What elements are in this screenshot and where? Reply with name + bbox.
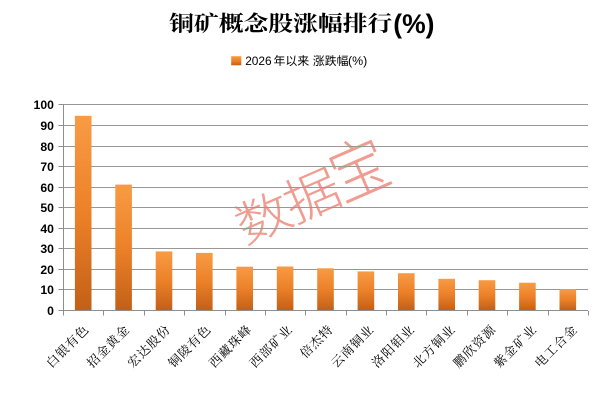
svg-text:10: 10 (40, 283, 54, 297)
svg-text:(%): (%) (393, 9, 434, 39)
svg-text:50: 50 (40, 201, 54, 215)
svg-text:60: 60 (40, 181, 54, 195)
svg-text:(%): (%) (348, 54, 367, 68)
svg-text:2026: 2026 (245, 54, 272, 68)
svg-text:0: 0 (47, 304, 54, 318)
svg-text:80: 80 (40, 140, 54, 154)
svg-text:90: 90 (40, 119, 54, 133)
svg-text:40: 40 (40, 222, 54, 236)
svg-text:70: 70 (40, 160, 54, 174)
svg-text:20: 20 (40, 263, 54, 277)
svg-text:30: 30 (40, 242, 54, 256)
svg-text:100: 100 (34, 98, 55, 112)
